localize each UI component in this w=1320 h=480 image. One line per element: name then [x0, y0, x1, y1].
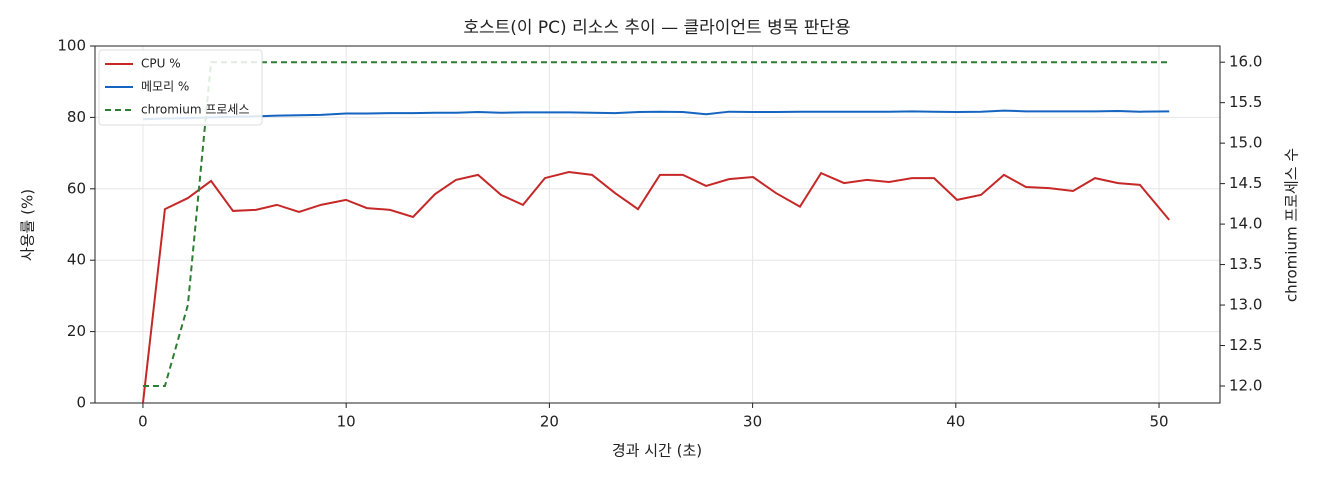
- plot-frame: [94, 45, 1221, 404]
- y2-tick-label: 12.0: [1229, 377, 1262, 395]
- y2-tick-label: 16.0: [1229, 53, 1262, 71]
- y2-tick-label: 14.0: [1229, 215, 1262, 233]
- y2-axis-label: chromium 프로세스 수: [1283, 148, 1301, 302]
- x-axis-label: 경과 시간 (초): [612, 442, 702, 460]
- data-line: [141, 171, 1170, 404]
- x-tick-label: 0: [138, 413, 148, 431]
- y-tick-label: 60: [67, 179, 86, 197]
- x-tick-label: 40: [946, 413, 965, 431]
- y2-tick-label: 15.0: [1229, 134, 1262, 152]
- y-tick-label: 40: [67, 251, 86, 269]
- x-tick-label: 30: [743, 413, 762, 431]
- legend-box: [98, 49, 263, 126]
- data-line: [142, 109, 1170, 121]
- legend-label: CPU %: [141, 57, 181, 71]
- y-tick-label: 0: [76, 394, 86, 412]
- y-tick-label: 80: [67, 108, 86, 126]
- legend-label: chromium 프로세스: [141, 103, 250, 117]
- y2-tick-label: 12.5: [1229, 336, 1262, 354]
- y2-tick-label: 15.5: [1229, 93, 1262, 111]
- chart-title: 호스트(이 PC) 리소스 추이 — 클라이언트 병목 판단용: [463, 18, 850, 38]
- legend-label: 메모리 %: [141, 80, 189, 94]
- y-tick-label: 100: [57, 37, 86, 55]
- y2-tick-label: 13.5: [1229, 255, 1262, 273]
- data-line: [142, 61, 1170, 387]
- y2-tick-label: 14.5: [1229, 174, 1262, 192]
- y-tick-label: 20: [67, 322, 86, 340]
- x-tick-label: 50: [1149, 413, 1168, 431]
- y-axis-label: 사용률 (%): [19, 189, 37, 261]
- y2-tick-label: 13.0: [1229, 296, 1262, 314]
- x-tick-label: 10: [337, 413, 356, 431]
- x-tick-label: 20: [540, 413, 559, 431]
